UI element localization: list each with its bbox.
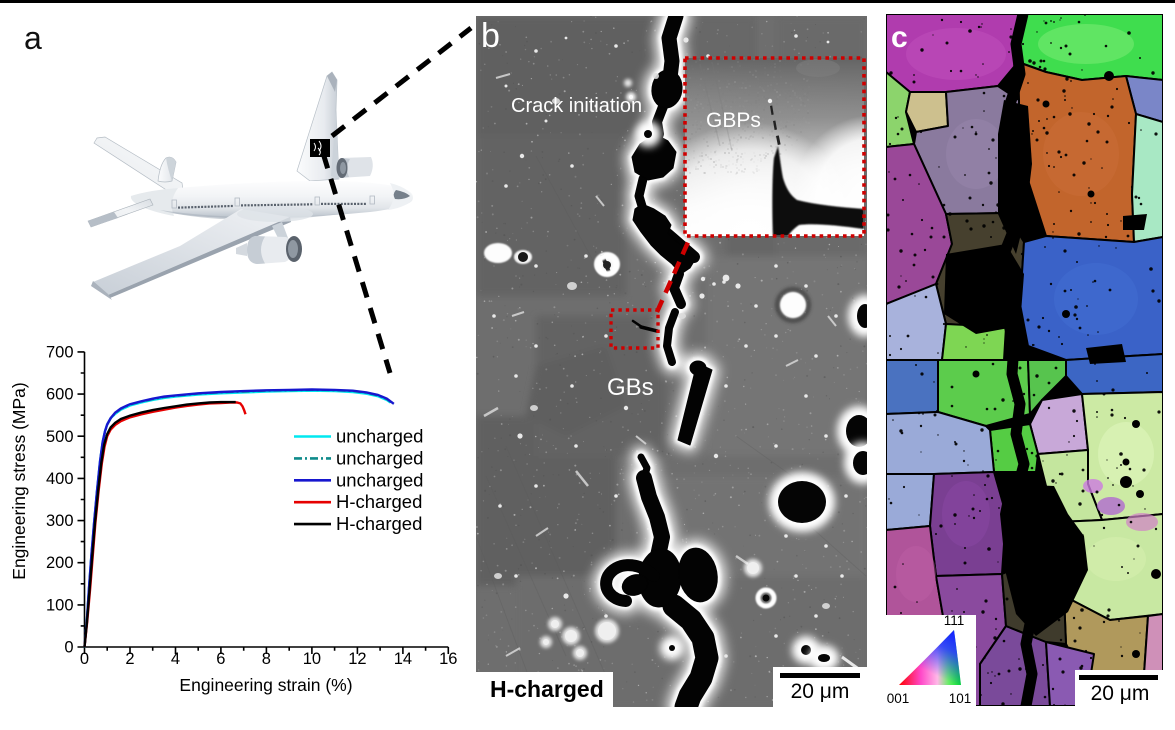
svg-text:H-charged: H-charged	[336, 513, 422, 534]
svg-text:H-charged: H-charged	[490, 676, 604, 702]
svg-text:Crack initiation: Crack initiation	[511, 95, 642, 117]
svg-text:Engineering stress (MPa): Engineering stress (MPa)	[9, 382, 29, 579]
svg-text:111: 111	[944, 613, 965, 628]
svg-text:20 μm: 20 μm	[791, 680, 850, 703]
svg-text:700: 700	[46, 343, 74, 361]
svg-text:uncharged: uncharged	[336, 469, 423, 490]
svg-text:16: 16	[439, 650, 457, 668]
svg-text:20 μm: 20 μm	[1091, 682, 1150, 705]
svg-text:uncharged: uncharged	[336, 447, 423, 468]
svg-text:12: 12	[348, 650, 366, 668]
svg-text:300: 300	[46, 512, 74, 530]
svg-text:GBs: GBs	[607, 374, 654, 401]
svg-text:GBPs: GBPs	[706, 109, 761, 132]
svg-text:b: b	[481, 17, 500, 55]
svg-text:200: 200	[46, 554, 74, 572]
svg-text:14: 14	[394, 650, 412, 668]
svg-text:8: 8	[262, 650, 271, 668]
svg-text:400: 400	[46, 470, 74, 488]
svg-text:H-charged: H-charged	[336, 491, 422, 512]
svg-text:600: 600	[46, 386, 74, 404]
svg-text:2: 2	[125, 650, 134, 668]
svg-text:0: 0	[64, 639, 73, 657]
svg-text:500: 500	[46, 428, 74, 446]
svg-text:c: c	[891, 21, 908, 54]
svg-text:Engineering strain (%): Engineering strain (%)	[179, 675, 352, 695]
svg-text:4: 4	[171, 650, 180, 668]
svg-text:10: 10	[303, 650, 321, 668]
svg-text:101: 101	[949, 691, 972, 706]
svg-text:6: 6	[216, 650, 225, 668]
svg-text:uncharged: uncharged	[336, 426, 423, 447]
svg-text:001: 001	[887, 691, 910, 706]
svg-text:100: 100	[46, 596, 74, 614]
svg-text:0: 0	[80, 650, 89, 668]
